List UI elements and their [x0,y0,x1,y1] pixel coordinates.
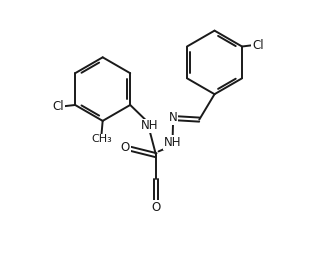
Text: NH: NH [140,120,158,132]
Text: O: O [151,201,161,214]
Text: CH₃: CH₃ [91,134,112,144]
Text: Cl: Cl [252,39,264,52]
Text: N: N [169,111,178,124]
Text: O: O [120,141,130,154]
Text: NH: NH [164,136,181,149]
Text: Cl: Cl [53,100,64,113]
